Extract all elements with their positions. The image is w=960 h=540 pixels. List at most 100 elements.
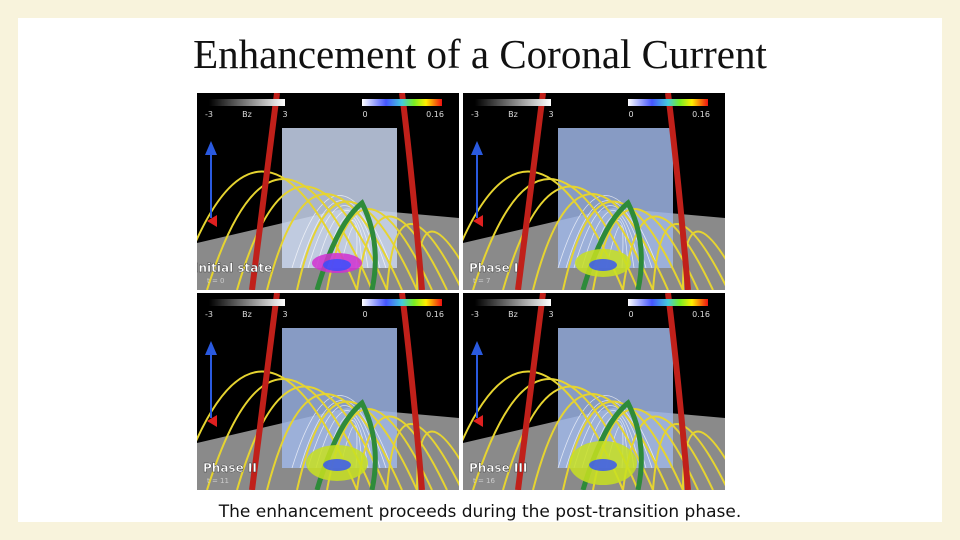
field-line [291,195,393,269]
colorbar-label: 0 [628,310,633,319]
axis-marker [207,215,217,227]
panel-label: Phase I [469,261,518,275]
field-line [315,210,375,269]
colorbar-label: 0 [362,310,367,319]
j-colorbar [362,99,442,106]
colorbar-label: -3 [205,310,213,319]
panel-image: -3 Bz 3 0 0.16 Initial state t = 0 [197,93,459,290]
colorbar-label: 0.16 [426,310,444,319]
flux-rope [665,293,691,490]
colorbar-label: Bz [508,110,518,119]
field-line [236,185,388,290]
axis-marker [473,415,483,427]
simulation-panel: -3 Bz 3 0 0.16 Phase I t = 7 [463,93,725,290]
field-line [502,185,654,290]
field-line [463,170,624,290]
j-colorbar [362,299,442,306]
panel-label: Initial state [197,261,272,275]
field-line [573,405,647,469]
colorbar-label: Bz [242,110,252,119]
slide-title: Enhancement of a Coronal Current [193,31,767,77]
axis-marker [473,215,483,227]
panel-image: -3 Bz 3 0 0.16 Phase III t = 16 [463,293,725,490]
flux-rope [399,93,425,290]
field-line [386,423,459,490]
flux-rope [665,93,691,290]
field-line [236,385,388,490]
colorbar-label: 3 [548,110,553,119]
j-colorbar [628,99,708,106]
simulation-panel: -3 Bz 3 0 0.16 Phase III t = 16 [463,293,725,490]
current-sheet [589,459,617,471]
field-line [463,370,624,490]
panel-time: t = 7 [473,277,491,285]
field-line [197,370,358,490]
axis-marker [207,415,217,427]
colorbar-label: -3 [205,110,213,119]
panel-time: t = 16 [473,477,496,485]
bz-colorbar [475,99,551,106]
panel-label: Phase III [469,461,527,475]
field-line [206,378,373,490]
field-line [472,178,639,290]
field-line [532,393,669,490]
field-line [386,223,459,290]
panel-time: t = 11 [207,477,229,485]
current-sheet [323,459,351,471]
field-line [652,423,725,490]
flux-rope [515,293,546,490]
colorbar-label: 0.16 [426,110,444,119]
panel-time: t = 0 [207,277,225,285]
colorbar-label: 3 [282,110,287,119]
field-line [315,410,375,469]
field-line [206,178,373,290]
field-line [472,378,639,490]
bz-colorbar [475,299,551,306]
colorbar-label: 3 [282,310,287,319]
panel-image: -3 Bz 3 0 0.16 Phase II t = 11 [197,293,459,490]
field-line [307,205,381,269]
field-line [291,395,393,469]
flux-rope [249,293,280,490]
field-line [562,400,684,490]
field-line [266,193,403,290]
field-line [502,385,654,490]
field-line [356,215,448,290]
current-sheet [589,259,617,271]
colorbar-label: 0 [362,110,367,119]
axis-arrow-head [471,341,483,355]
bz-colorbar [209,99,285,106]
axis-arrow-head [205,141,217,155]
field-line [573,205,647,269]
flux-rope [515,93,546,290]
field-line [562,200,684,290]
field-line [307,405,381,469]
colorbar-label: 0 [628,110,633,119]
colorbar-label: 0.16 [692,110,710,119]
colorbar-label: 0.16 [692,310,710,319]
colorbar-label: Bz [508,310,518,319]
field-line [557,395,659,469]
j-colorbar [628,299,708,306]
field-line [296,400,418,490]
axis-arrow-head [471,141,483,155]
simulation-panel: -3 Bz 3 0 0.16 Phase II t = 11 [197,293,459,490]
flux-rope [249,93,280,290]
field-line [557,195,659,269]
field-line [266,393,403,490]
simulation-panel: -3 Bz 3 0 0.16 Initial state t = 0 [197,93,459,290]
colorbar-label: 3 [548,310,553,319]
panel-image: -3 Bz 3 0 0.16 Phase I t = 7 [463,93,725,290]
current-sheet [323,259,351,271]
field-line [581,210,641,269]
field-line [652,223,725,290]
flux-rope [399,293,425,490]
slide-caption: The enhancement proceeds during the post… [218,502,742,522]
axis-arrow-head [205,341,217,355]
field-line [532,193,669,290]
field-line [197,170,358,290]
colorbar-label: -3 [471,110,479,119]
panel-label: Phase II [203,461,257,475]
colorbar-label: -3 [471,310,479,319]
